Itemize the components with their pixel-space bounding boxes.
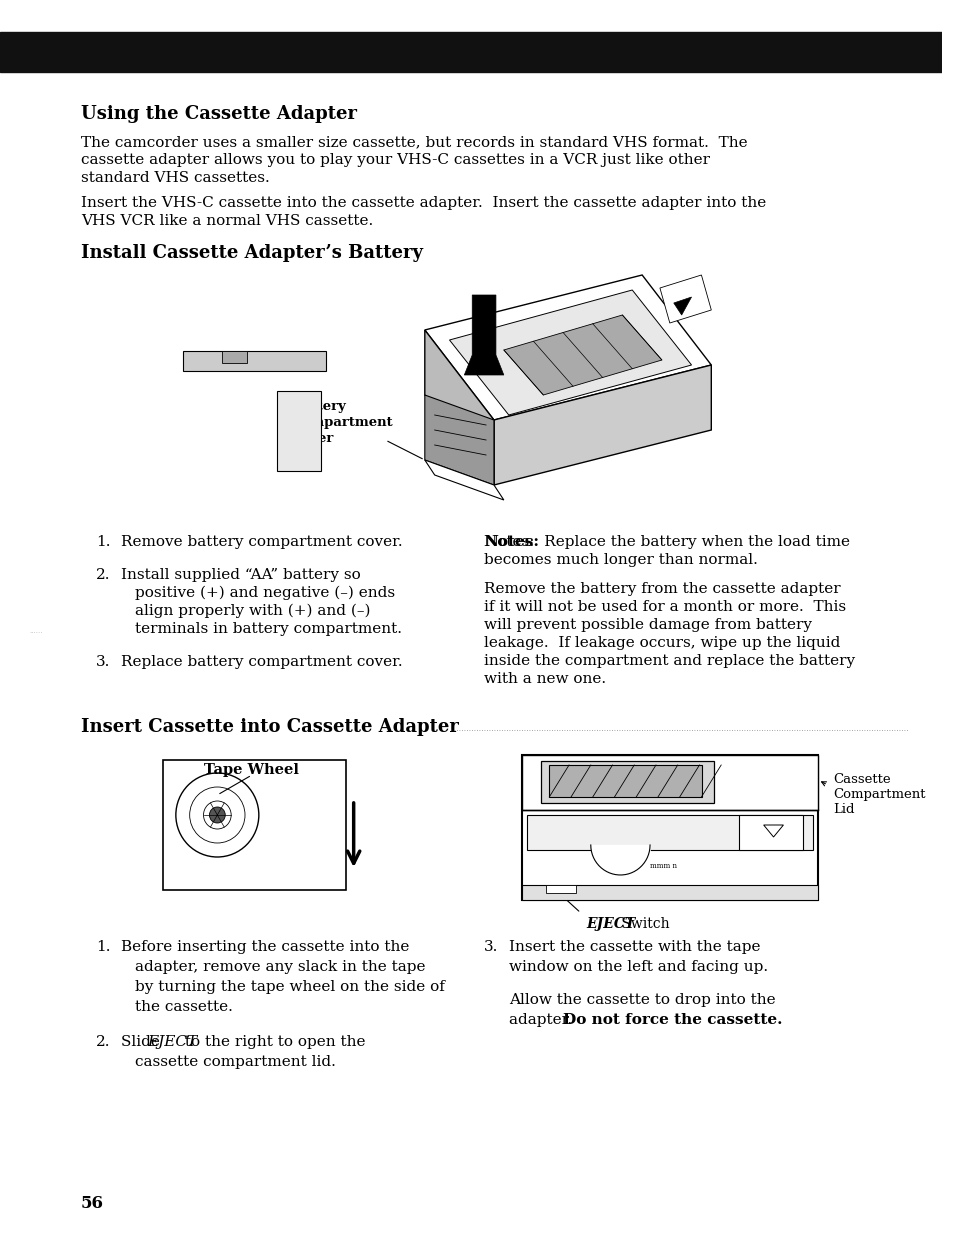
Text: by turning the tape wheel on the side of: by turning the tape wheel on the side of [135, 980, 445, 994]
Text: to the right to open the: to the right to open the [179, 1035, 365, 1049]
Text: 2.: 2. [95, 1035, 111, 1049]
Bar [521, 885, 817, 900]
Text: standard VHS cassettes.: standard VHS cassettes. [81, 171, 270, 185]
Polygon shape [503, 315, 661, 395]
Text: Using the Cassette Adapter: Using the Cassette Adapter [81, 105, 356, 123]
Text: The camcorder uses a smaller size cassette, but records in standard VHS format. : The camcorder uses a smaller size casset… [81, 135, 747, 149]
Polygon shape [673, 297, 691, 315]
Bar [526, 815, 812, 850]
Text: Before inserting the cassette into the: Before inserting the cassette into the [120, 939, 409, 954]
Text: adapter, remove any slack in the tape: adapter, remove any slack in the tape [135, 961, 425, 974]
Polygon shape [424, 330, 494, 485]
Text: VHS VCR like a normal VHS cassette.: VHS VCR like a normal VHS cassette. [81, 213, 373, 228]
Text: will prevent possible damage from battery: will prevent possible damage from batter… [483, 618, 811, 632]
Bar [276, 391, 321, 472]
Text: if it will not be used for a month or more.  This: if it will not be used for a month or mo… [483, 599, 845, 614]
Text: EJECT: EJECT [585, 917, 635, 931]
Polygon shape [424, 395, 494, 485]
Text: Playback: Playback [89, 36, 169, 53]
Text: 2.: 2. [95, 568, 111, 582]
Polygon shape [424, 460, 503, 500]
Bar [521, 755, 817, 810]
Text: Install Cassette Adapter’s Battery: Install Cassette Adapter’s Battery [81, 244, 422, 262]
Polygon shape [494, 365, 711, 485]
Bar [546, 885, 576, 894]
Text: 1.: 1. [95, 939, 111, 954]
Bar [163, 759, 345, 890]
Text: Insert the cassette with the tape: Insert the cassette with the tape [508, 939, 760, 954]
Text: Notes:  Replace the battery when the load time: Notes: Replace the battery when the load… [483, 535, 849, 549]
Text: 56: 56 [81, 1195, 104, 1212]
Text: 3.: 3. [483, 939, 497, 954]
Bar [222, 351, 247, 364]
Text: cassette compartment lid.: cassette compartment lid. [135, 1055, 335, 1069]
Text: the cassette.: the cassette. [135, 1000, 233, 1014]
Text: Tape Wheel: Tape Wheel [204, 763, 299, 777]
Text: Allow the cassette to drop into the: Allow the cassette to drop into the [508, 993, 775, 1006]
Text: 1.: 1. [95, 535, 111, 549]
Text: inside the compartment and replace the battery: inside the compartment and replace the b… [483, 654, 854, 668]
Bar [549, 764, 701, 797]
Text: with a new one.: with a new one. [483, 671, 605, 686]
Polygon shape [659, 276, 711, 323]
Text: adapter.: adapter. [508, 1013, 581, 1028]
Text: 3.: 3. [95, 655, 111, 669]
Text: Replace battery compartment cover.: Replace battery compartment cover. [120, 655, 402, 669]
Text: Remove battery compartment cover.: Remove battery compartment cover. [120, 535, 402, 549]
Text: Insert Cassette into Cassette Adapter: Insert Cassette into Cassette Adapter [81, 719, 458, 736]
Bar [183, 351, 326, 371]
Polygon shape [762, 825, 782, 836]
Bar [0, 32, 942, 72]
Text: cassette adapter allows you to play your VHS-C cassettes in a VCR just like othe: cassette adapter allows you to play your… [81, 153, 709, 168]
Polygon shape [424, 276, 711, 419]
Text: EJECT: EJECT [147, 1035, 197, 1049]
Circle shape [210, 807, 225, 823]
Bar [739, 815, 802, 850]
Text: terminals in battery compartment.: terminals in battery compartment. [135, 622, 402, 635]
Text: ······: ······ [30, 630, 43, 635]
Bar [540, 761, 714, 803]
Polygon shape [449, 290, 691, 414]
Text: Do not force the cassette.: Do not force the cassette. [562, 1013, 781, 1028]
Bar [521, 755, 817, 900]
Text: Compartment: Compartment [291, 416, 393, 429]
Text: align properly with (+) and (–): align properly with (+) and (–) [135, 604, 371, 618]
Text: mmm n: mmm n [649, 862, 677, 870]
Text: Install supplied “AA” battery so: Install supplied “AA” battery so [120, 568, 360, 582]
Text: leakage.  If leakage occurs, wipe up the liquid: leakage. If leakage occurs, wipe up the … [483, 635, 840, 650]
Text: Battery: Battery [291, 400, 346, 413]
Text: window on the left and facing up.: window on the left and facing up. [508, 961, 767, 974]
Text: becomes much longer than normal.: becomes much longer than normal. [483, 553, 758, 567]
Text: positive (+) and negative (–) ends: positive (+) and negative (–) ends [135, 586, 395, 601]
Text: Cover: Cover [291, 432, 334, 446]
Text: Slide: Slide [120, 1035, 164, 1049]
Text: Switch: Switch [617, 917, 669, 931]
Text: Insert the VHS-C cassette into the cassette adapter.  Insert the cassette adapte: Insert the VHS-C cassette into the casse… [81, 196, 765, 210]
Text: Remove the battery from the cassette adapter: Remove the battery from the cassette ada… [483, 582, 840, 596]
Text: Notes:: Notes: [483, 535, 538, 549]
Polygon shape [464, 295, 503, 375]
Text: Cassette
Compartment
Lid: Cassette Compartment Lid [832, 773, 924, 817]
